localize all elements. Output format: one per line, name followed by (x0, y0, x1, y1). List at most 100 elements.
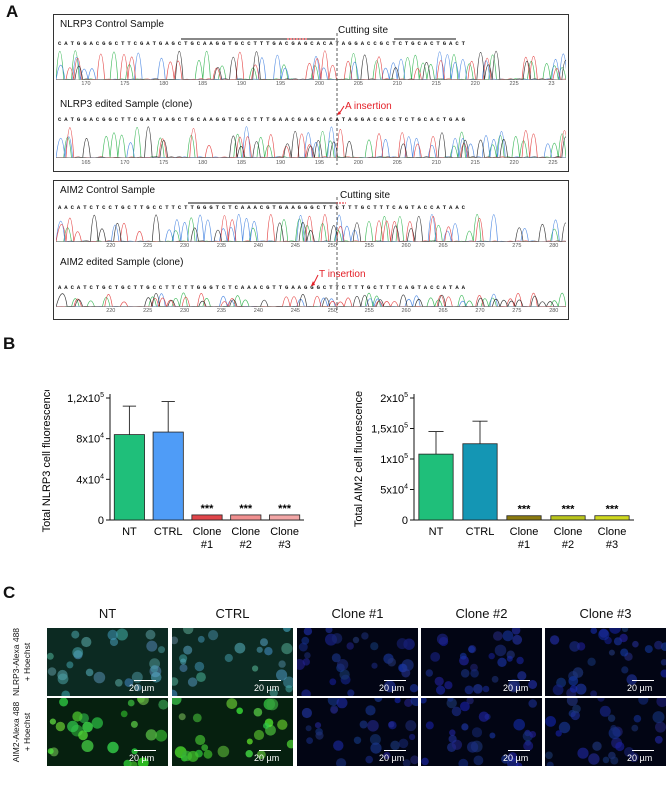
scale-bar-label: 20 µm (379, 753, 405, 763)
microscopy-image: 20 µm (297, 698, 418, 766)
position-tick-label: 280 (549, 243, 559, 249)
cell-field (47, 628, 165, 696)
nlrp3-annotations-overlay (181, 33, 456, 165)
position-tick-label: 260 (401, 308, 411, 314)
nlrp3-fluorescence-chart: Total NLRP3 cell fluorescence 0 4x104 8x104… (41, 390, 304, 551)
position-tick-label: 180 (159, 81, 169, 87)
scale-bar-label: 20 µm (627, 753, 653, 763)
aim2-fluorescence-chart: Total AIM2 cell fluorescence 0 5x104 1x105 1… (353, 391, 634, 551)
aim2-control-position-ticks: 220 225 230 235 240 245 250 255 260 265 270 275 280 (84, 243, 564, 251)
scale-bar-label: 20 µm (129, 683, 155, 693)
aim2-cutting-site-label: Cutting site (340, 190, 391, 201)
position-tick-label: 210 (392, 81, 402, 87)
row-header-line: + Hoechst (22, 712, 32, 752)
microscopy-image: 20 µm (172, 698, 293, 766)
position-tick-label: 260 (401, 243, 411, 249)
position-tick-label: 280 (549, 308, 559, 314)
aim2-annotations-overlay (188, 197, 346, 313)
x-tick-label: Clone #3 (598, 526, 627, 551)
panel-b-letter: B (3, 334, 16, 353)
x-tick-label: CTRL (154, 526, 183, 538)
y-tick-label: 1x105 (380, 453, 408, 466)
x-tick-label: Clone #2 (231, 526, 260, 551)
bar (550, 515, 586, 521)
x-tick-label: CTRL (466, 526, 495, 538)
bar (230, 514, 262, 521)
position-tick-label: 265 (438, 308, 448, 314)
y-axis-label: Total NLRP3 cell fluorescence (41, 390, 53, 532)
microscopy-image: 20 µm (545, 698, 666, 766)
nlrp3-sequencing-box: NLRP3 Control Sample Cutting site CATGGA… (53, 14, 569, 172)
scale-bar-line (134, 750, 156, 751)
nlrp3-edited-chromatogram (56, 126, 566, 158)
position-tick-label: 195 (314, 160, 325, 166)
position-tick-label: 240 (253, 243, 263, 249)
bar (594, 515, 630, 521)
position-tick-label: 220 (509, 160, 519, 166)
position-tick-label: 265 (438, 243, 448, 249)
scale-bar-line (508, 680, 530, 681)
scale-bar-line (384, 680, 406, 681)
position-tick-label: 220 (470, 81, 480, 87)
position-tick-label: 185 (237, 160, 247, 166)
position-tick-label: 250 (327, 243, 337, 249)
significance-label: *** (518, 504, 532, 516)
position-tick-label: 245 (290, 308, 300, 314)
bar (113, 434, 145, 521)
panel-a-letter: A (6, 2, 19, 21)
nlrp3-insertion-label: A insertion (345, 101, 392, 112)
column-header: Clone #1 (331, 606, 384, 621)
significance-label: *** (562, 504, 576, 516)
position-tick-label: 180 (198, 160, 208, 166)
microscopy-image: 20 µm (297, 628, 418, 696)
scale-bar-line (384, 750, 406, 751)
position-tick-label: 215 (431, 81, 441, 87)
y-tick-label: 2x105 (380, 392, 408, 405)
y-tick-label: 1,2x105 (67, 392, 104, 405)
y-tick-label: 5x104 (380, 484, 408, 497)
aim2-control-chromatogram (56, 214, 566, 242)
position-tick-label: 270 (475, 308, 485, 314)
nlrp3-cutting-site-label: Cutting site (338, 25, 389, 36)
position-tick-label: 275 (512, 308, 522, 314)
position-tick-label: 255 (364, 243, 374, 249)
column-header: Clone #3 (579, 606, 632, 621)
position-tick-label: 165 (81, 160, 91, 166)
row-header-line: NLRP3-Alexa 488 (11, 627, 21, 696)
position-tick-label: 185 (198, 81, 208, 87)
position-tick-label: 220 (106, 308, 116, 314)
significance-label: *** (201, 503, 215, 515)
x-tick-label: Clone #1 (510, 526, 539, 551)
bar (191, 514, 223, 521)
bar (462, 443, 498, 521)
position-tick-label: 240 (253, 308, 263, 314)
position-tick-label: 225 (509, 81, 519, 87)
aim2-control-sequence: AACATCTCCTGCTTGCCTTCTTGGGTCTCAAACGTGAAGG… (58, 204, 468, 211)
microscopy-image: 20 µm (545, 628, 666, 696)
position-tick-label: 195 (276, 81, 286, 87)
position-tick-label: 210 (431, 160, 441, 166)
position-tick-label: 275 (512, 243, 522, 249)
scale-bar-label: 20 µm (254, 683, 280, 693)
row-header-line: AIM2-Alexa 488 (11, 701, 21, 763)
y-tick-label: 8x104 (76, 433, 104, 446)
position-tick-label: 175 (159, 160, 169, 166)
position-tick-label: 220 (106, 243, 116, 249)
nlrp3-edited-position-ticks: 165 170 175 180 185 190 195 200 205 210 215 220 225 (58, 160, 564, 168)
column-header: CTRL (215, 606, 250, 621)
scale-bar-line (632, 750, 654, 751)
scale-bar-label: 20 µm (627, 683, 653, 693)
column-header: Clone #2 (455, 606, 508, 621)
position-tick-label: 200 (353, 160, 363, 166)
y-tick-label: 4x104 (76, 473, 104, 486)
position-tick-label: 190 (276, 160, 286, 166)
bar (506, 515, 542, 521)
nlrp3-edited-sequence: CATGGACGGCTTCGATGAGCTGCAAGGTGCCTTTGAACGA… (58, 116, 468, 123)
aim2-control-title: AIM2 Control Sample (60, 185, 156, 196)
scale-bar-line (632, 680, 654, 681)
bar (418, 453, 454, 521)
cell-field (421, 698, 537, 766)
position-tick-label: 205 (392, 160, 402, 166)
cell-field (301, 698, 418, 766)
significance-label: *** (239, 503, 253, 515)
